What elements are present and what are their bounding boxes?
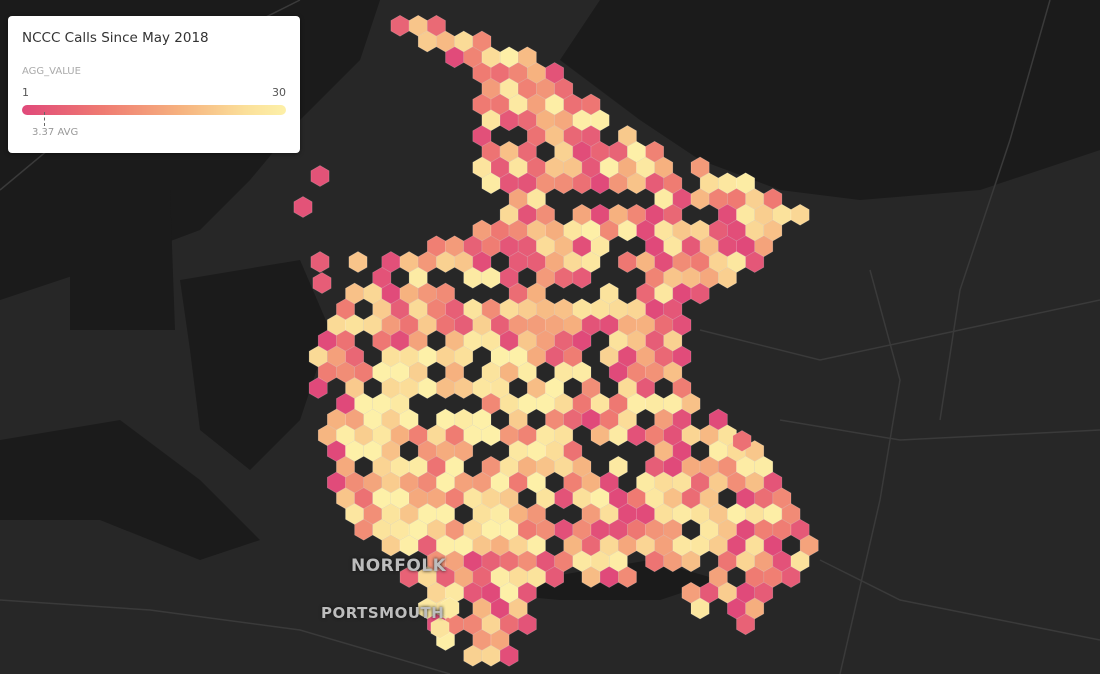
legend-attribute: AGG_VALUE [22, 66, 81, 77]
hexbin-cell[interactable] [310, 251, 330, 273]
hexbin-cell[interactable] [430, 617, 450, 639]
hexbin-cell[interactable] [572, 266, 592, 289]
hexbin-cell[interactable] [390, 14, 410, 37]
hexbin-cell[interactable] [440, 597, 460, 619]
legend-avg-marker [44, 112, 45, 126]
hexbin-cell[interactable] [690, 282, 710, 305]
hexbin-cell[interactable] [781, 566, 801, 588]
hexbin-cell[interactable] [308, 377, 328, 399]
hexbin-cell[interactable] [312, 272, 332, 294]
legend-min: 1 [22, 86, 29, 99]
hexbin-cell[interactable] [617, 566, 637, 588]
hexbin-cell[interactable] [293, 196, 313, 218]
legend-panel: NCCC Calls Since May 2018 AGG_VALUE 1 30… [8, 16, 300, 153]
legend-title: NCCC Calls Since May 2018 [22, 30, 209, 46]
hexbin-cell[interactable] [690, 597, 710, 620]
hexbin-cell[interactable] [310, 165, 330, 187]
hexbin-cell[interactable] [736, 613, 756, 636]
hexbin-cell[interactable] [745, 251, 765, 273]
legend-color-ramp [22, 105, 286, 115]
city-label-portsmouth: PORTSMOUTH [321, 604, 445, 622]
legend-max: 30 [272, 86, 286, 99]
hexbin-cell[interactable] [732, 430, 752, 452]
hexbin-cell[interactable] [717, 266, 737, 289]
legend-avg-label: 3.37 AVG [32, 127, 79, 138]
city-label-norfolk: NORFOLK [351, 556, 447, 576]
hexbin-cell[interactable] [617, 251, 637, 273]
hexbin-cell[interactable] [348, 251, 368, 273]
hexbin-layer [293, 14, 819, 667]
hexbin-cell[interactable] [499, 644, 519, 667]
hexbin-cell[interactable] [790, 203, 810, 226]
hexbin-cell[interactable] [517, 613, 537, 636]
hexbin-cell[interactable] [681, 550, 701, 573]
hexbin-cell[interactable] [545, 566, 565, 588]
